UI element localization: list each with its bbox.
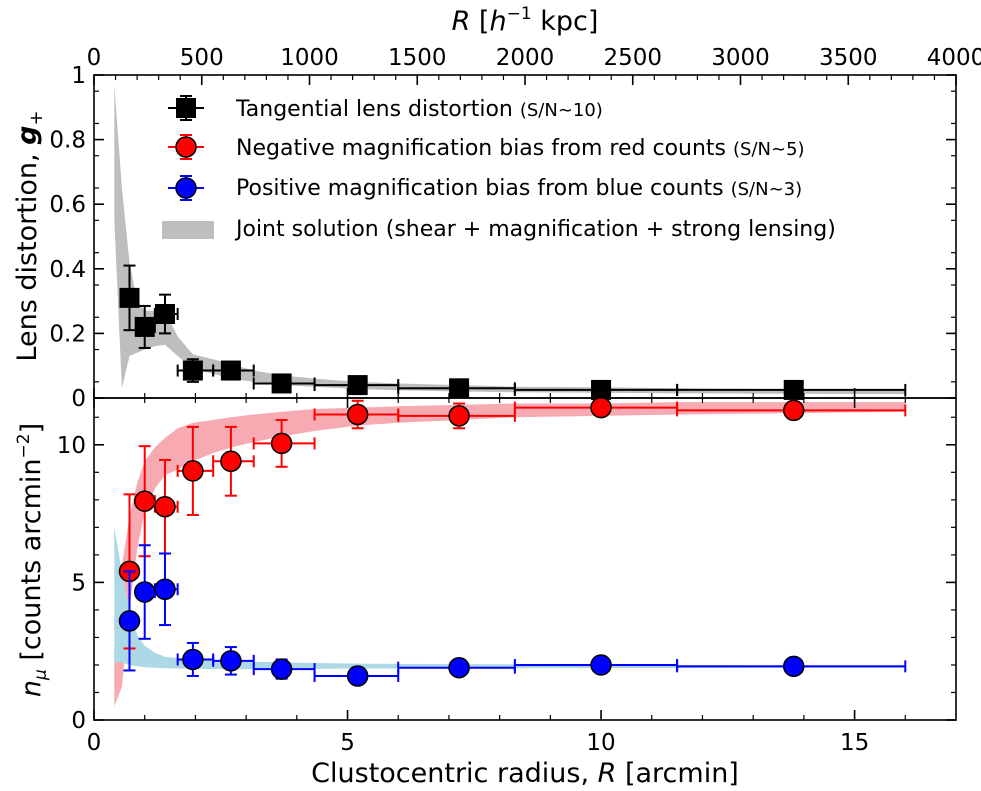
blue-counts-point <box>448 656 470 679</box>
top-x-kpc-tick-label: 3000 <box>711 45 770 71</box>
legend-marker-blue-circle <box>175 177 197 199</box>
top-x-kpc-tick-label: 4000 <box>927 45 981 71</box>
red-counts-point <box>133 490 156 512</box>
top-y-tick-label: 0.8 <box>49 128 86 154</box>
tangential-point <box>347 375 368 396</box>
top-y-tick-label: 0.2 <box>49 321 86 347</box>
bottom-y-tick-label: 5 <box>71 570 86 596</box>
legend-item-tangential: Tangential lens distortion (S/N∼10) <box>168 95 603 122</box>
bottom-data-series <box>118 396 907 687</box>
legend-marker-joint-swatch <box>162 221 214 239</box>
tangential-point <box>271 373 292 394</box>
bottom-y-axis-label: nμ [counts arcmin−2] <box>14 423 51 697</box>
blue-counts-point <box>220 650 242 672</box>
legend: Tangential lens distortion (S/N∼10) Nega… <box>162 95 836 242</box>
red-counts-point <box>590 396 612 419</box>
blue-counts-point <box>270 658 293 680</box>
bottom-panel: 0 5 10 0 5 10 15 <box>57 396 957 756</box>
legend-item-joint: Joint solution (shear + magnification + … <box>162 217 836 242</box>
top-panel: 00.20.40.60.810 500 1000 1500 2000 2500 3000 35… <box>49 45 981 412</box>
blue-counts-point <box>182 648 204 671</box>
bottom-x-tick-label: 15 <box>840 730 869 756</box>
bottom-x-tick-label: 5 <box>340 730 355 756</box>
top-y-tick-label: 0 <box>71 386 86 412</box>
red-counts-point <box>270 432 293 455</box>
red-counts-point <box>782 399 805 422</box>
bottom-x-axis-label: Clustocentric radius, R [arcmin] <box>311 758 739 789</box>
top-x-kpc-tick-label: 2000 <box>496 45 555 71</box>
top-ticks: 00.20.40.60.810 500 1000 1500 2000 2500 3000 35… <box>49 45 981 412</box>
bottom-plot-frame <box>93 397 957 721</box>
top-x-kpc-tick-label: 1000 <box>280 45 339 71</box>
legend-marker-tangential-square <box>176 98 196 118</box>
red-counts-point <box>346 403 369 426</box>
bottom-x-tick-label: 10 <box>586 730 615 756</box>
top-x-axis-label: R [h−1 kpc] <box>452 4 599 37</box>
red-counts-point <box>154 495 176 518</box>
bottom-ticks: 0 5 10 0 5 10 15 <box>57 398 956 756</box>
top-x-kpc-tick-label: 0 <box>87 45 102 71</box>
legend-label-joint: Joint solution (shear + magnification + … <box>234 217 836 242</box>
top-y-tick-label: 0.4 <box>49 257 86 283</box>
top-x-kpc-tick-label: 2500 <box>603 45 662 71</box>
tangential-point <box>449 378 470 399</box>
legend-marker-red-circle <box>175 136 197 158</box>
legend-label-tangential: Tangential lens distortion (S/N∼10) <box>235 97 603 122</box>
blue-counts-point <box>133 581 156 603</box>
tangential-point <box>134 316 155 337</box>
bottom-y-tick-label: 10 <box>57 433 86 459</box>
red-counts-point <box>182 460 204 482</box>
blue-counts-point <box>346 665 369 687</box>
blue-counts-point <box>118 610 141 632</box>
legend-label-red: Negative magnification bias from red cou… <box>236 136 805 161</box>
red-counts-point <box>220 450 242 473</box>
top-y-tick-label: 1 <box>71 63 86 89</box>
red-counts-point <box>448 405 470 427</box>
top-x-kpc-tick-label: 1500 <box>388 45 447 71</box>
tangential-point <box>783 379 804 400</box>
tangential-point <box>220 360 241 381</box>
tangential-point <box>591 379 612 400</box>
bottom-y-tick-label: 0 <box>71 708 86 734</box>
tangential-point <box>119 287 140 308</box>
blue-counts-point <box>590 654 612 676</box>
tangential-point <box>154 304 175 325</box>
top-data-series <box>119 264 907 400</box>
bottom-x-tick-label: 0 <box>87 730 102 756</box>
top-x-kpc-tick-label: 3500 <box>819 45 878 71</box>
blue-counts-point <box>782 655 805 678</box>
top-x-kpc-tick-label: 500 <box>180 45 224 71</box>
legend-item-red: Negative magnification bias from red cou… <box>168 134 805 161</box>
top-y-axis-label: Lens distortion, g+ <box>12 110 47 361</box>
legend-label-blue: Positive magnification bias from blue co… <box>236 176 802 201</box>
top-y-tick-label: 0.6 <box>49 192 86 218</box>
tangential-point <box>182 360 203 381</box>
legend-item-blue: Positive magnification bias from blue co… <box>168 175 802 201</box>
blue-counts-point <box>154 578 176 601</box>
